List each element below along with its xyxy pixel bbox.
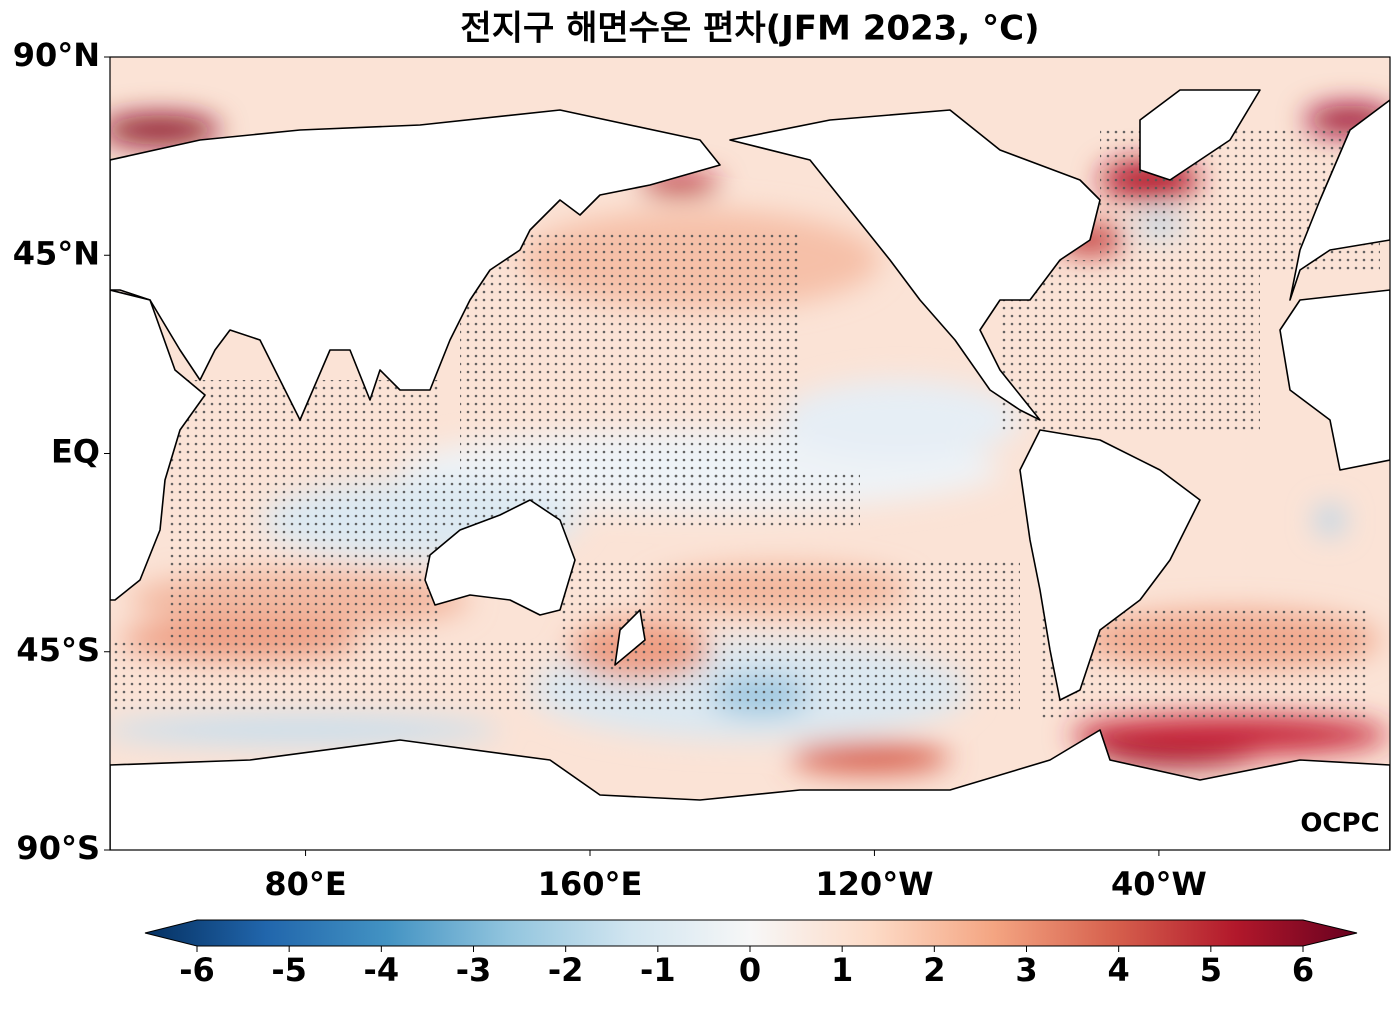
colorbar-tick-label: -6 — [179, 951, 215, 989]
y-tick-label: 45°N — [13, 234, 100, 272]
colorbar-tick-label: 3 — [1015, 951, 1037, 989]
colorbar-tick-label: 6 — [1292, 951, 1314, 989]
colorbar-tick-label: 1 — [831, 951, 853, 989]
map-field — [110, 57, 1390, 850]
map-title: 전지구 해면수온 편차(JFM 2023, °C) — [460, 9, 1039, 49]
y-tick-label: 90°S — [16, 829, 100, 867]
x-tick-label: 160°E — [538, 865, 643, 903]
y-tick-label: EQ — [51, 433, 100, 471]
colorbar-tick-label: -2 — [548, 951, 584, 989]
y-tick-label: 45°S — [16, 631, 100, 669]
colorbar-tick-label: -5 — [271, 951, 307, 989]
colorbar-tick-label: -4 — [364, 951, 400, 989]
colorbar-tick-label: 4 — [1108, 951, 1130, 989]
colorbar-tick-label: 2 — [923, 951, 945, 989]
land — [110, 89, 1390, 850]
colorbar: -6 -5 -4 -3 -2 -1 0 1 2 3 4 5 6 — [144, 919, 1358, 989]
colorbar-tick-label: -3 — [456, 951, 492, 989]
colorbar-tick-label: 5 — [1200, 951, 1222, 989]
colorbar-tick-label: -1 — [640, 951, 676, 989]
logo: OCPC — [1300, 809, 1379, 839]
axes: 90°N 45°N EQ 45°S 90°S 80°E 160°E 120°W 40°W — [13, 36, 1207, 903]
x-tick-label: 120°W — [815, 865, 933, 903]
colorbar-bar — [144, 919, 1358, 947]
y-tick-label: 90°N — [13, 36, 100, 74]
colorbar-tick-label: 0 — [739, 951, 761, 989]
x-tick-label: 80°E — [264, 865, 346, 903]
x-tick-label: 40°W — [1111, 865, 1207, 903]
